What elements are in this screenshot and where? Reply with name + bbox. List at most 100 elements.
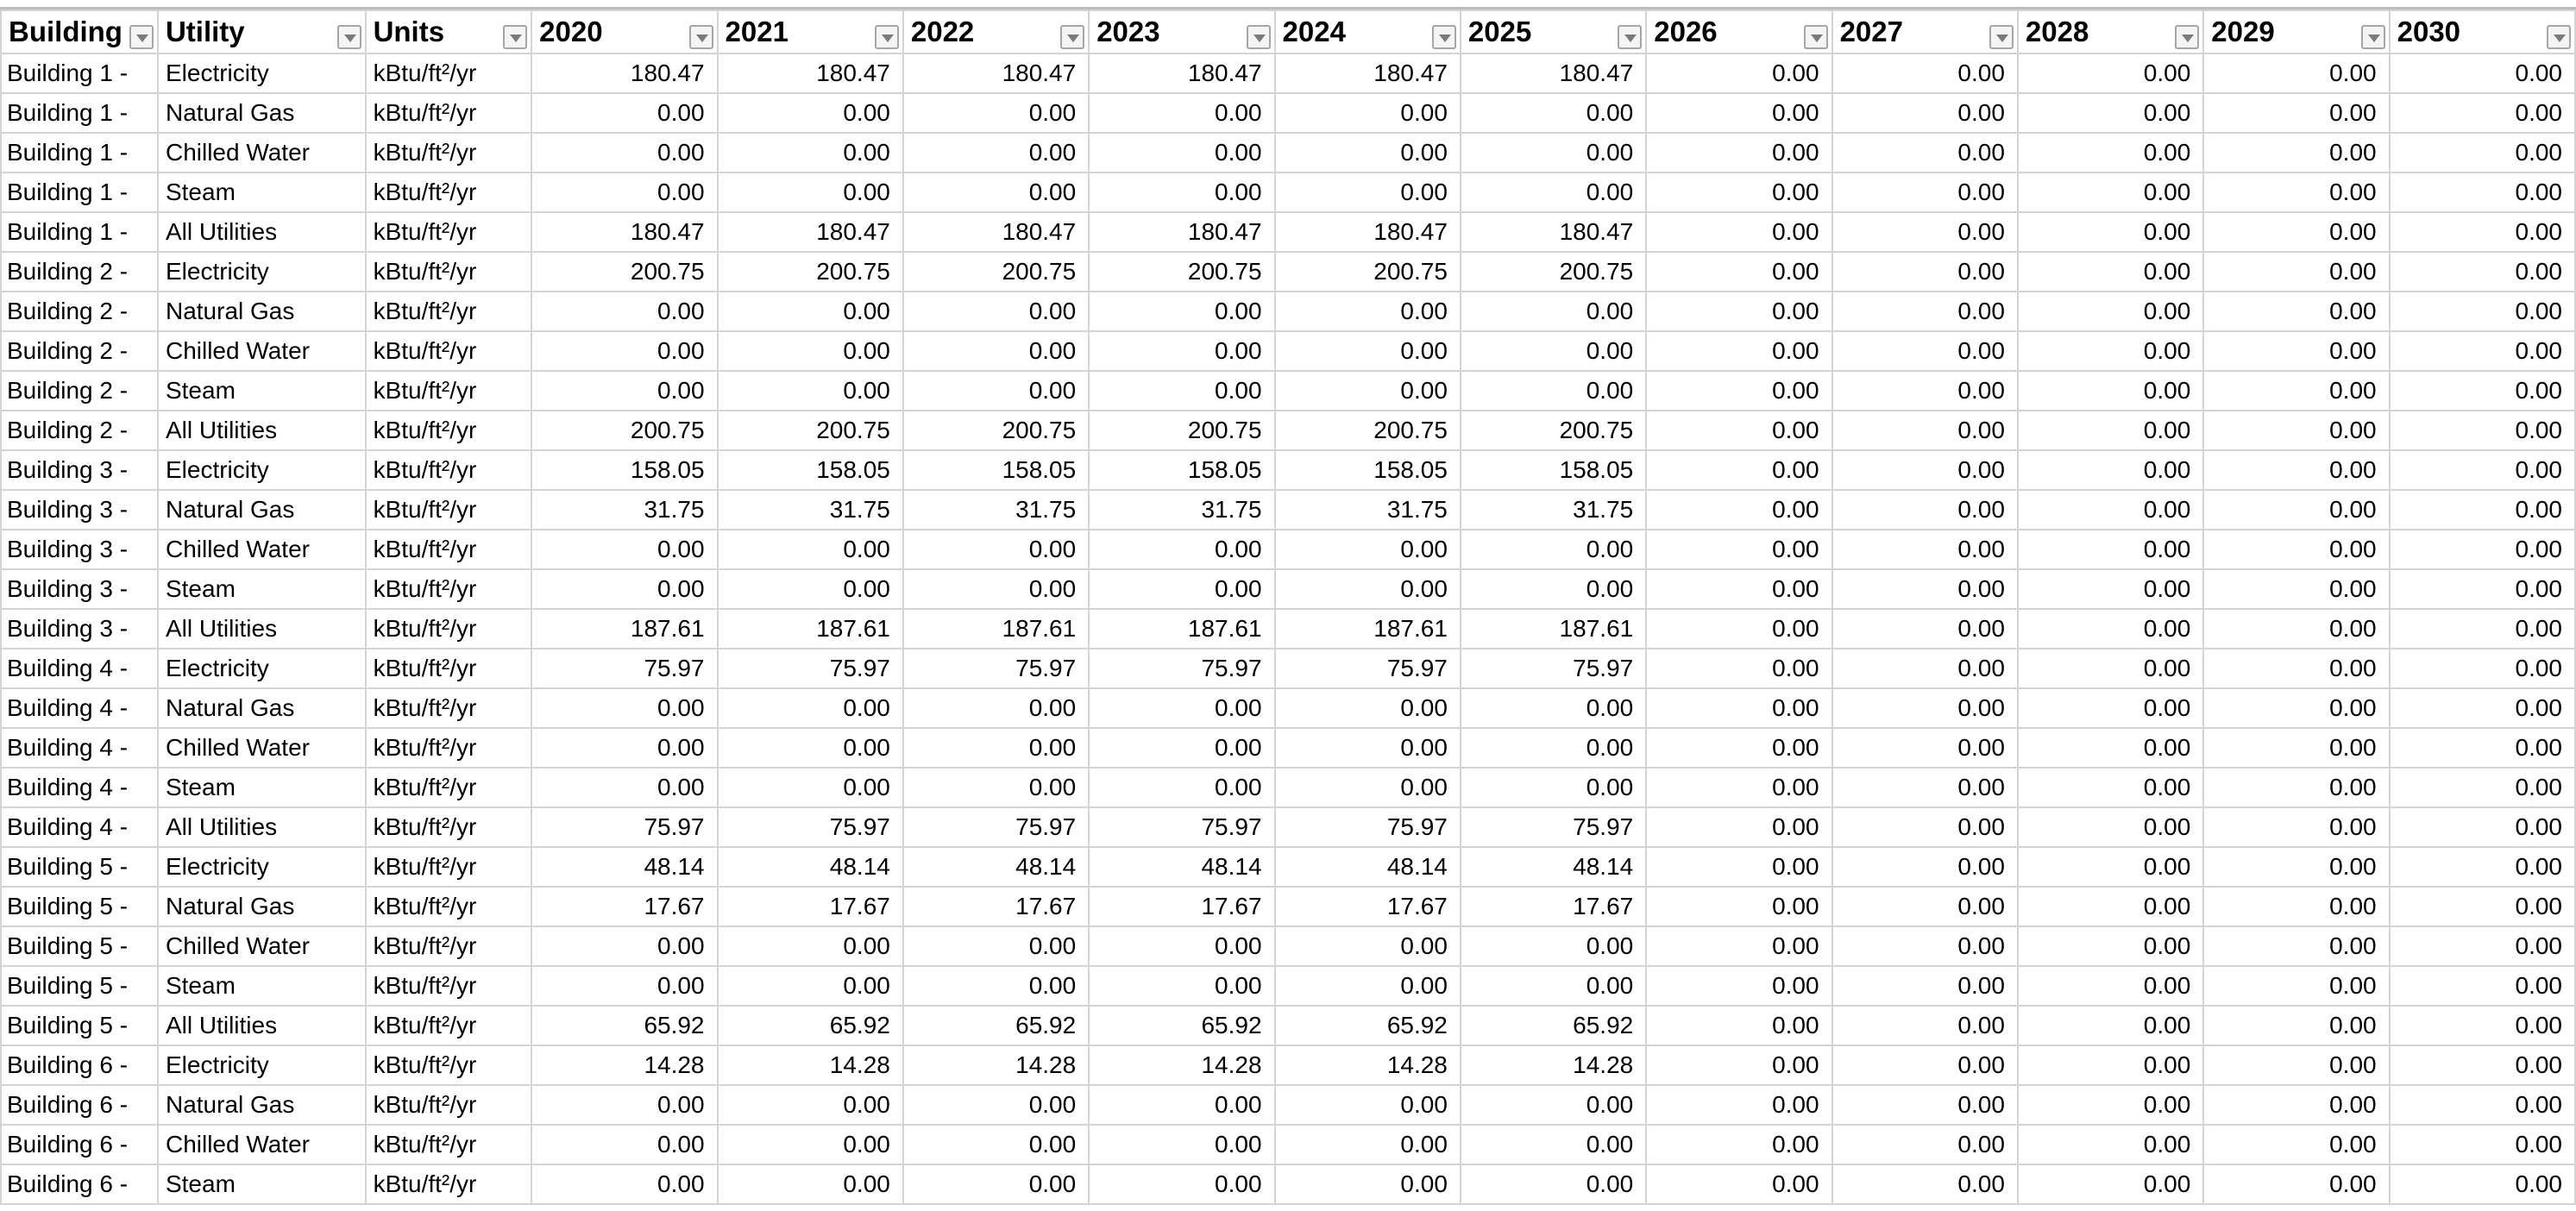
column-header-2025[interactable]: 2025 — [1459, 9, 1648, 54]
value-cell-2030[interactable]: 0.00 — [2388, 172, 2576, 213]
value-cell-2024[interactable]: 48.14 — [1273, 846, 1461, 888]
value-cell-2027[interactable]: 0.00 — [1831, 1084, 2019, 1126]
value-cell-2029[interactable]: 0.00 — [2202, 886, 2391, 927]
value-cell-2020[interactable]: 0.00 — [531, 767, 719, 808]
value-cell-2025[interactable]: 0.00 — [1459, 965, 1648, 1007]
value-cell-2026[interactable]: 0.00 — [1645, 251, 1833, 292]
value-cell-2024[interactable]: 0.00 — [1273, 172, 1461, 213]
value-cell-2027[interactable]: 0.00 — [1831, 687, 2019, 729]
utility-cell[interactable]: Steam — [156, 568, 367, 610]
value-cell-2020[interactable]: 0.00 — [531, 132, 719, 173]
value-cell-2029[interactable]: 0.00 — [2202, 489, 2391, 530]
value-cell-2020[interactable]: 0.00 — [531, 92, 719, 134]
value-cell-2023[interactable]: 0.00 — [1088, 172, 1276, 213]
value-cell-2030[interactable]: 0.00 — [2388, 1045, 2576, 1086]
value-cell-2022[interactable]: 0.00 — [902, 727, 1090, 769]
value-cell-2020[interactable]: 0.00 — [531, 529, 719, 570]
value-cell-2024[interactable]: 187.61 — [1273, 608, 1461, 649]
value-cell-2027[interactable]: 0.00 — [1831, 211, 2019, 253]
value-cell-2021[interactable]: 180.47 — [716, 53, 904, 94]
value-cell-2028[interactable]: 0.00 — [2016, 648, 2205, 689]
value-cell-2029[interactable]: 0.00 — [2202, 291, 2391, 332]
value-cell-2029[interactable]: 0.00 — [2202, 608, 2391, 649]
value-cell-2027[interactable]: 0.00 — [1831, 965, 2019, 1007]
value-cell-2028[interactable]: 0.00 — [2016, 727, 2205, 769]
value-cell-2021[interactable]: 65.92 — [716, 1005, 904, 1046]
value-cell-2025[interactable]: 0.00 — [1459, 1084, 1648, 1126]
value-cell-2030[interactable]: 0.00 — [2388, 1124, 2576, 1165]
value-cell-2022[interactable]: 0.00 — [902, 1084, 1090, 1126]
value-cell-2029[interactable]: 0.00 — [2202, 1005, 2391, 1046]
value-cell-2020[interactable]: 0.00 — [531, 330, 719, 372]
value-cell-2026[interactable]: 0.00 — [1645, 330, 1833, 372]
units-cell[interactable]: kBtu/ft²/yr — [364, 410, 533, 451]
value-cell-2029[interactable]: 0.00 — [2202, 449, 2391, 491]
units-cell[interactable]: kBtu/ft²/yr — [364, 132, 533, 173]
value-cell-2020[interactable]: 200.75 — [531, 410, 719, 451]
value-cell-2023[interactable]: 75.97 — [1088, 648, 1276, 689]
filter-dropdown-icon[interactable] — [1246, 25, 1271, 49]
value-cell-2021[interactable]: 158.05 — [716, 449, 904, 491]
value-cell-2025[interactable]: 0.00 — [1459, 291, 1648, 332]
value-cell-2020[interactable]: 0.00 — [531, 172, 719, 213]
utility-cell[interactable]: Steam — [156, 965, 367, 1007]
value-cell-2020[interactable]: 31.75 — [531, 489, 719, 530]
value-cell-2023[interactable]: 0.00 — [1088, 1124, 1276, 1165]
utility-cell[interactable]: Natural Gas — [156, 1084, 367, 1126]
units-cell[interactable]: kBtu/ft²/yr — [364, 767, 533, 808]
building-cell[interactable]: Building 2 - — [0, 330, 159, 372]
building-cell[interactable]: Building 4 - — [0, 727, 159, 769]
units-cell[interactable]: kBtu/ft²/yr — [364, 1045, 533, 1086]
value-cell-2026[interactable]: 0.00 — [1645, 172, 1833, 213]
value-cell-2020[interactable]: 180.47 — [531, 53, 719, 94]
units-cell[interactable]: kBtu/ft²/yr — [364, 53, 533, 94]
building-cell[interactable]: Building 6 - — [0, 1084, 159, 1126]
value-cell-2026[interactable]: 0.00 — [1645, 926, 1833, 967]
value-cell-2023[interactable]: 0.00 — [1088, 330, 1276, 372]
value-cell-2022[interactable]: 180.47 — [902, 211, 1090, 253]
units-cell[interactable]: kBtu/ft²/yr — [364, 687, 533, 729]
value-cell-2029[interactable]: 0.00 — [2202, 211, 2391, 253]
value-cell-2024[interactable]: 0.00 — [1273, 132, 1461, 173]
units-cell[interactable]: kBtu/ft²/yr — [364, 449, 533, 491]
value-cell-2020[interactable]: 0.00 — [531, 727, 719, 769]
value-cell-2021[interactable]: 0.00 — [716, 370, 904, 411]
column-header-units[interactable]: Units — [364, 9, 533, 54]
value-cell-2024[interactable]: 180.47 — [1273, 211, 1461, 253]
value-cell-2027[interactable]: 0.00 — [1831, 1005, 2019, 1046]
value-cell-2020[interactable]: 17.67 — [531, 886, 719, 927]
value-cell-2027[interactable]: 0.00 — [1831, 132, 2019, 173]
utility-cell[interactable]: Steam — [156, 370, 367, 411]
value-cell-2020[interactable]: 187.61 — [531, 608, 719, 649]
value-cell-2022[interactable]: 0.00 — [902, 529, 1090, 570]
value-cell-2026[interactable]: 0.00 — [1645, 410, 1833, 451]
value-cell-2028[interactable]: 0.00 — [2016, 172, 2205, 213]
value-cell-2022[interactable]: 0.00 — [902, 370, 1090, 411]
value-cell-2027[interactable]: 0.00 — [1831, 92, 2019, 134]
value-cell-2024[interactable]: 158.05 — [1273, 449, 1461, 491]
value-cell-2024[interactable]: 0.00 — [1273, 727, 1461, 769]
units-cell[interactable]: kBtu/ft²/yr — [364, 529, 533, 570]
utility-cell[interactable]: Steam — [156, 767, 367, 808]
building-cell[interactable]: Building 6 - — [0, 1124, 159, 1165]
value-cell-2029[interactable]: 0.00 — [2202, 1164, 2391, 1205]
utility-cell[interactable]: All Utilities — [156, 1005, 367, 1046]
value-cell-2025[interactable]: 75.97 — [1459, 806, 1648, 848]
value-cell-2027[interactable]: 0.00 — [1831, 767, 2019, 808]
value-cell-2020[interactable]: 180.47 — [531, 211, 719, 253]
building-cell[interactable]: Building 1 - — [0, 53, 159, 94]
value-cell-2021[interactable]: 0.00 — [716, 172, 904, 213]
value-cell-2023[interactable]: 65.92 — [1088, 1005, 1276, 1046]
value-cell-2023[interactable]: 75.97 — [1088, 806, 1276, 848]
units-cell[interactable]: kBtu/ft²/yr — [364, 1124, 533, 1165]
value-cell-2027[interactable]: 0.00 — [1831, 886, 2019, 927]
value-cell-2027[interactable]: 0.00 — [1831, 53, 2019, 94]
building-cell[interactable]: Building 1 - — [0, 211, 159, 253]
filter-dropdown-icon[interactable] — [1989, 25, 2014, 49]
value-cell-2021[interactable]: 0.00 — [716, 529, 904, 570]
value-cell-2024[interactable]: 0.00 — [1273, 965, 1461, 1007]
utility-cell[interactable]: Chilled Water — [156, 330, 367, 372]
value-cell-2025[interactable]: 0.00 — [1459, 926, 1648, 967]
value-cell-2028[interactable]: 0.00 — [2016, 92, 2205, 134]
units-cell[interactable]: kBtu/ft²/yr — [364, 568, 533, 610]
